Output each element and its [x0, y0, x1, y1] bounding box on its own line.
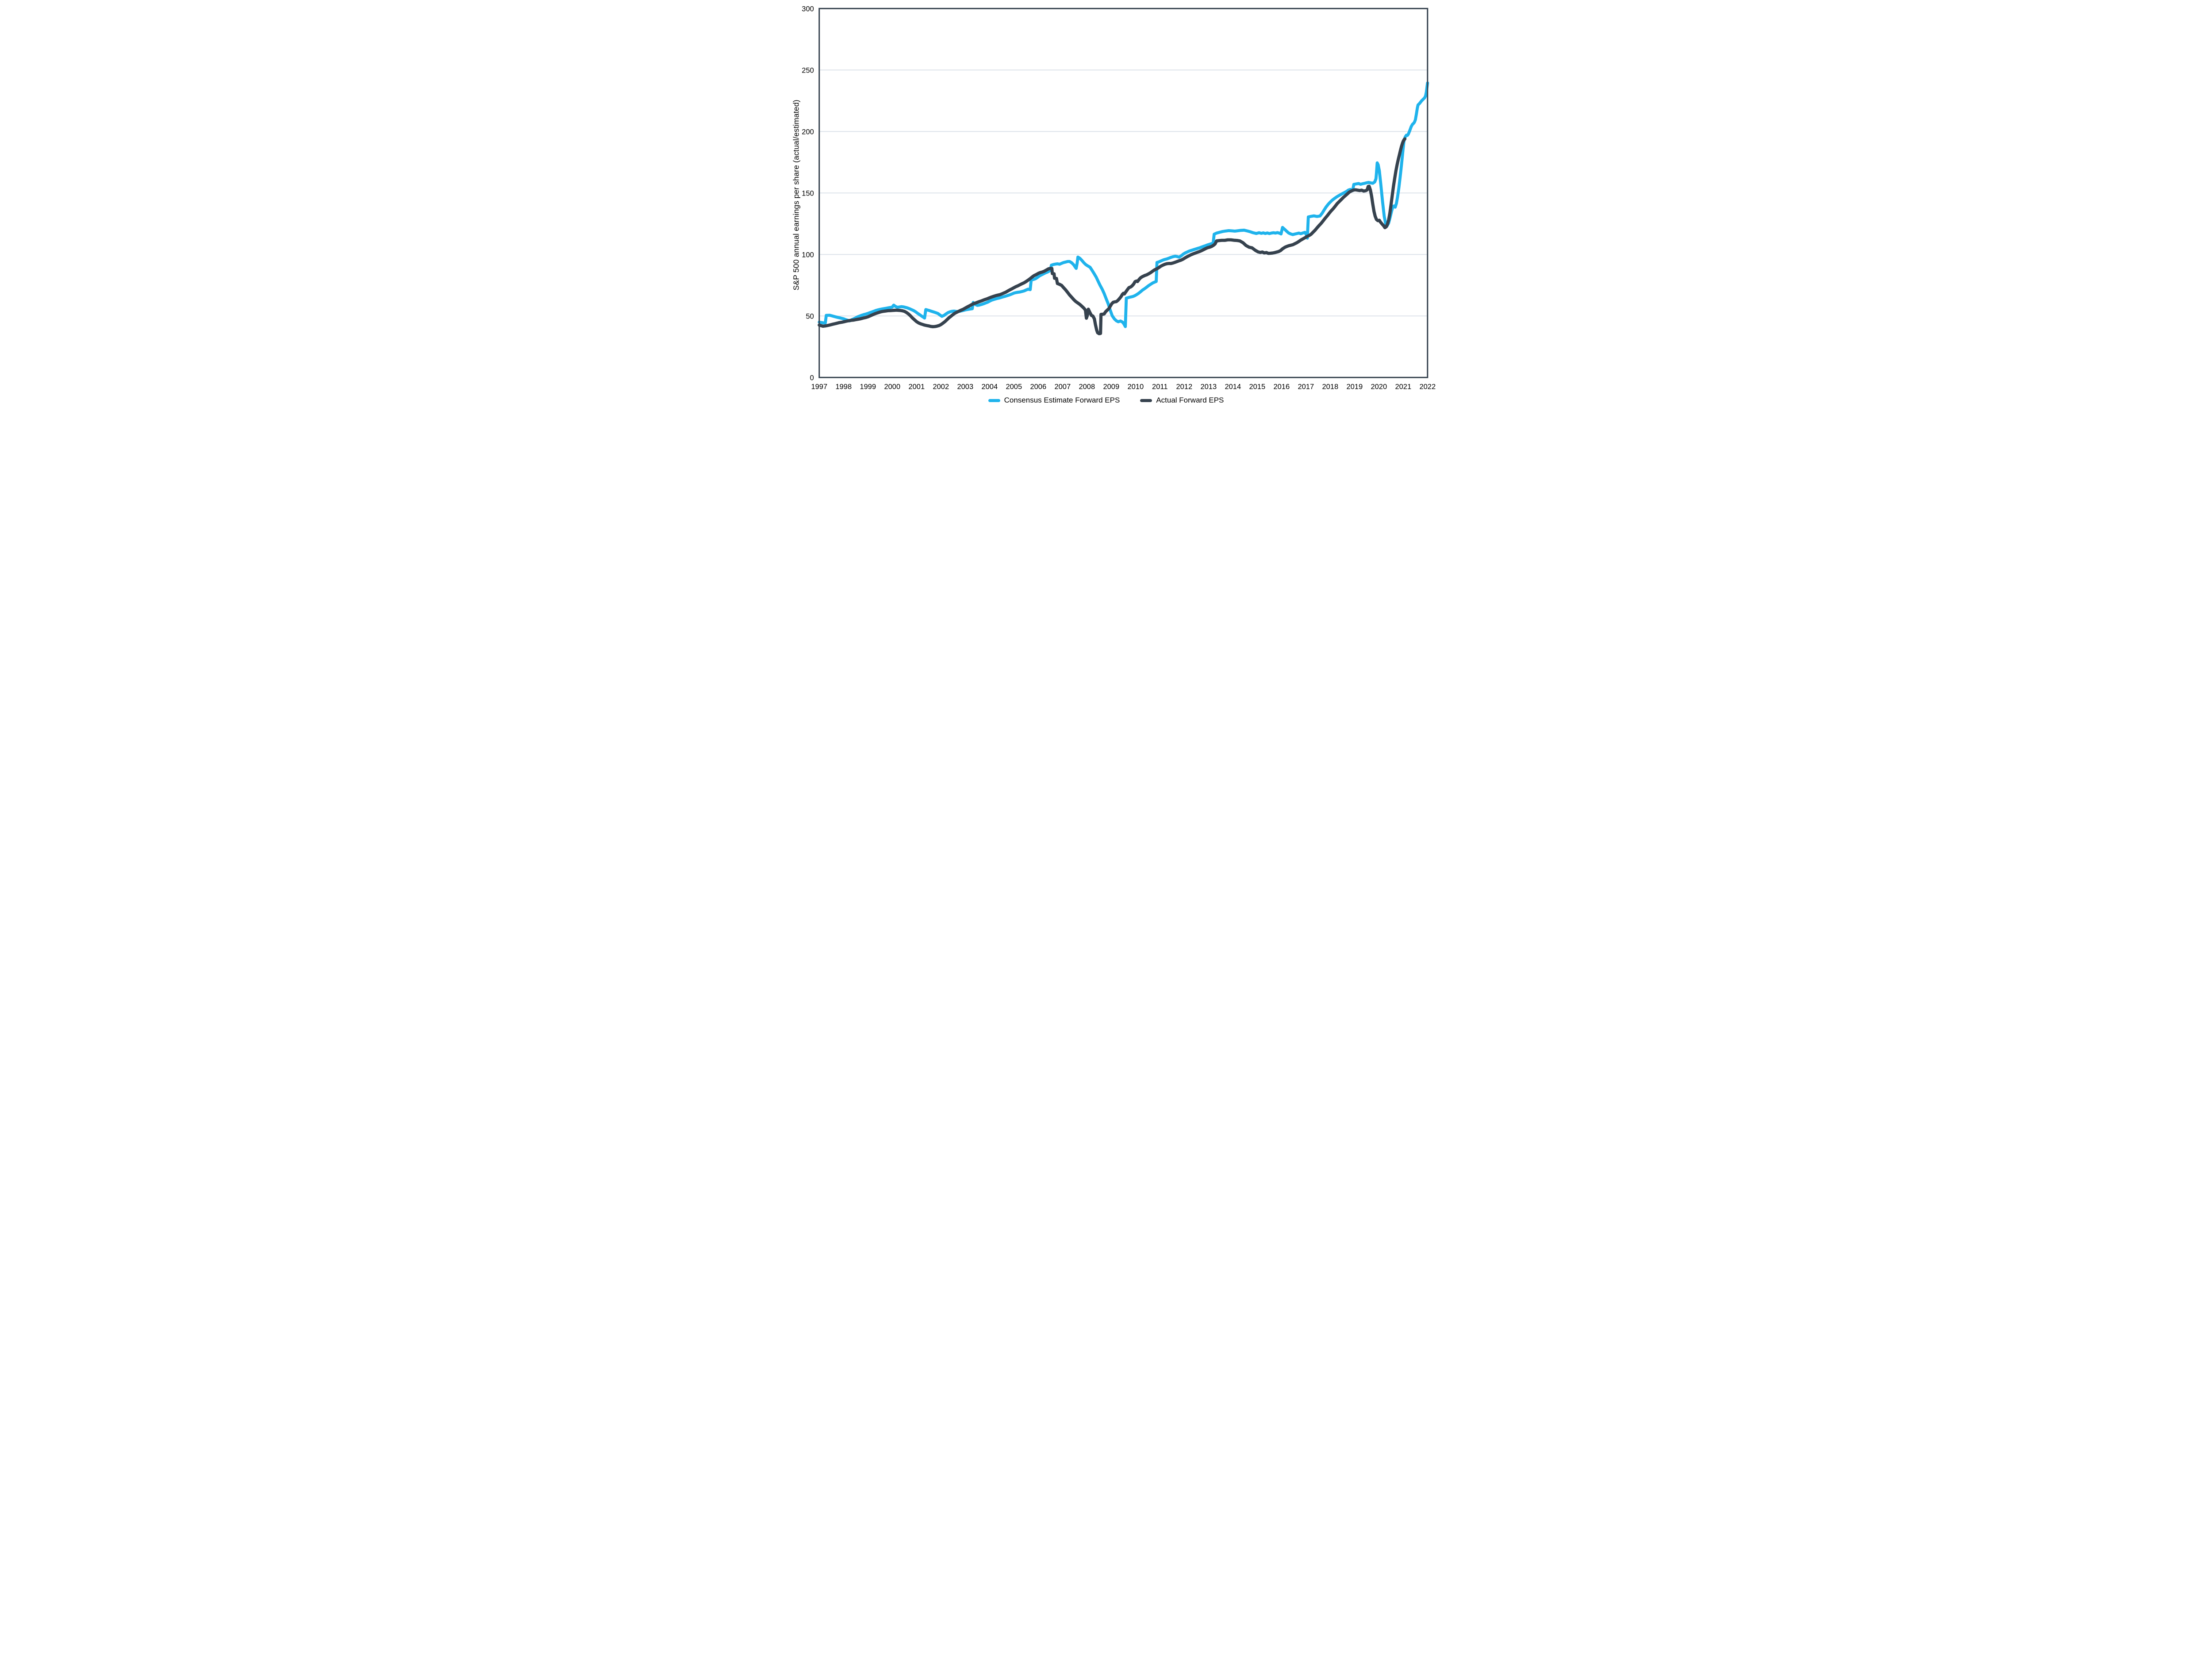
x-tick-label-2019: 2019 — [1346, 383, 1363, 391]
x-tick-label-1998: 1998 — [835, 383, 852, 391]
y-tick-labels: 0 50 100 150 200 250 300 — [802, 5, 814, 382]
x-tick-label-2007: 2007 — [1054, 383, 1071, 391]
x-tick-label-2018: 2018 — [1322, 383, 1338, 391]
x-tick-label-2002: 2002 — [933, 383, 949, 391]
x-tick-label-2014: 2014 — [1225, 383, 1241, 391]
x-tick-label-2012: 2012 — [1176, 383, 1192, 391]
x-tick-label-1999: 1999 — [860, 383, 876, 391]
x-tick-label-1997: 1997 — [811, 383, 827, 391]
x-tick-label-2005: 2005 — [1006, 383, 1022, 391]
x-tick-label-2004: 2004 — [981, 383, 998, 391]
x-tick-label-2001: 2001 — [908, 383, 925, 391]
y-tick-label-200: 200 — [802, 128, 814, 136]
y-tick-label-50: 50 — [806, 312, 814, 320]
y-axis-title: S&P 500 annual earnings per share (actua… — [791, 100, 800, 291]
x-tick-label-2003: 2003 — [957, 383, 973, 391]
x-tick-label-2010: 2010 — [1127, 383, 1144, 391]
x-tick-label-2016: 2016 — [1273, 383, 1290, 391]
y-tick-label-250: 250 — [802, 66, 814, 74]
series-lines — [817, 81, 1429, 335]
x-tick-label-2008: 2008 — [1079, 383, 1095, 391]
eps-line-chart: S&P 500 annual earnings per share (actua… — [773, 0, 1439, 418]
x-tick-label-2009: 2009 — [1103, 383, 1119, 391]
legend: Consensus Estimate Forward EPS Actual Fo… — [773, 396, 1439, 405]
actual-eps-line — [817, 137, 1406, 335]
gridlines — [819, 69, 1428, 317]
x-tick-label-2011: 2011 — [1152, 383, 1167, 391]
plot-border — [818, 8, 1428, 378]
x-tick-label-2021: 2021 — [1395, 383, 1411, 391]
x-tick-label-2000: 2000 — [884, 383, 900, 391]
consensus-eps-line — [817, 81, 1429, 328]
legend-item-actual: Actual Forward EPS — [1140, 396, 1224, 405]
x-tick-labels: 1997 1998 1999 2000 2001 2002 2003 2004 2005 2006… — [811, 383, 1436, 391]
legend-item-consensus: Consensus Estimate Forward EPS — [988, 396, 1120, 405]
legend-label-actual: Actual Forward EPS — [1156, 396, 1224, 404]
x-tick-label-2017: 2017 — [1298, 383, 1314, 391]
x-tick-label-2006: 2006 — [1030, 383, 1046, 391]
x-tick-label-2013: 2013 — [1200, 383, 1217, 391]
plot-area: 0 50 100 150 200 250 300 1997 1998 1999 2000 2001 2… — [802, 5, 1436, 391]
consensus-line-swatch — [988, 399, 1000, 402]
x-tick-label-2022: 2022 — [1419, 383, 1436, 391]
legend-label-consensus: Consensus Estimate Forward EPS — [1004, 396, 1120, 404]
y-tick-label-0: 0 — [810, 374, 814, 382]
x-tick-label-2020: 2020 — [1371, 383, 1387, 391]
y-tick-label-100: 100 — [802, 251, 814, 259]
y-tick-label-150: 150 — [802, 189, 814, 197]
x-tick-label-2015: 2015 — [1249, 383, 1265, 391]
y-tick-label-300: 300 — [802, 5, 814, 13]
plot-frame — [818, 8, 1428, 378]
actual-line-swatch — [1140, 399, 1152, 402]
